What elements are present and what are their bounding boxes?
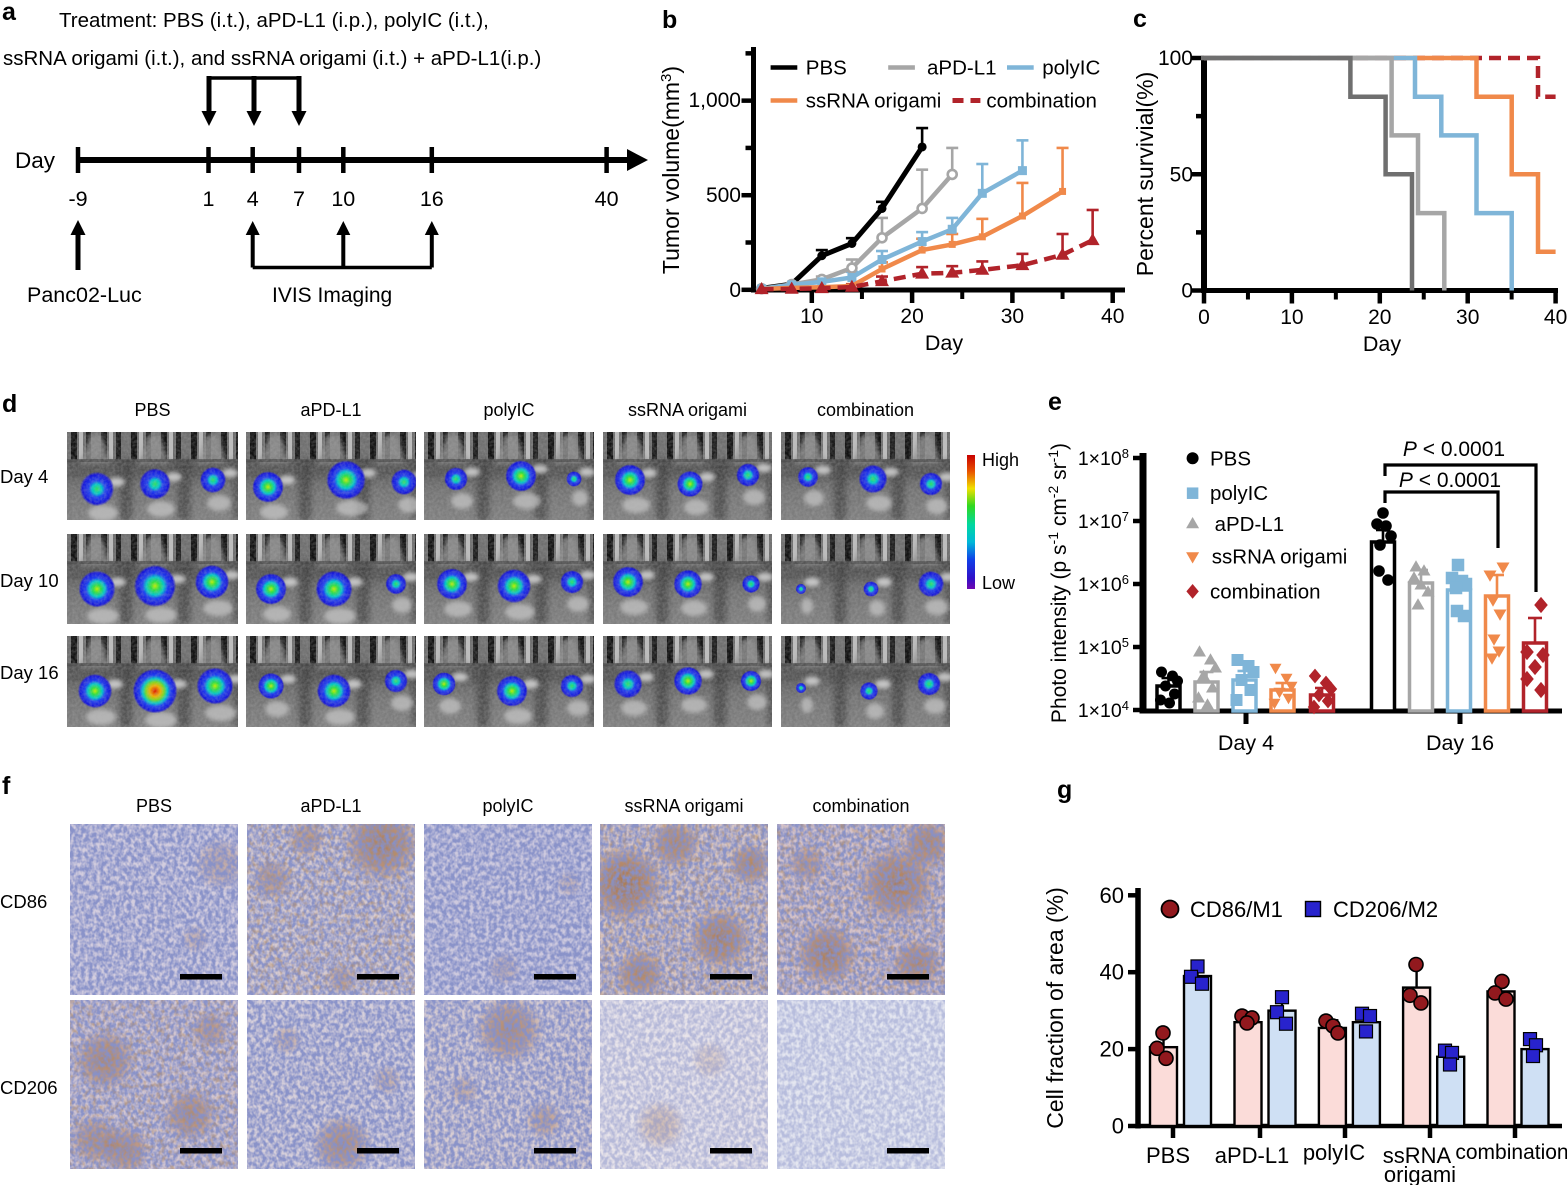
svg-text:Photo intensity (p s-1 cm-2 sr: Photo intensity (p s-1 cm-2 sr-1): [1045, 443, 1071, 723]
svg-text:40: 40: [1101, 305, 1124, 328]
svg-text:polyIC: polyIC: [482, 796, 533, 816]
svg-text:500: 500: [706, 184, 741, 207]
svg-text:aPD-L1: aPD-L1: [300, 400, 361, 420]
svg-text:Day: Day: [1363, 332, 1401, 356]
svg-text:PBS: PBS: [1210, 448, 1251, 471]
svg-text:1×105: 1×105: [1078, 635, 1129, 659]
svg-text:100: 100: [1158, 47, 1193, 70]
svg-text:c: c: [1133, 5, 1147, 33]
svg-text:g: g: [1057, 776, 1072, 804]
svg-text:Day 16: Day 16: [1426, 731, 1494, 755]
svg-text:16: 16: [420, 187, 444, 211]
svg-text:30: 30: [1001, 305, 1024, 328]
svg-text:combination: combination: [986, 90, 1097, 113]
svg-text:1,000: 1,000: [688, 89, 741, 112]
svg-text:Day 4: Day 4: [1218, 731, 1274, 755]
svg-text:60: 60: [1100, 883, 1124, 908]
svg-text:ssRNA origami: ssRNA origami: [806, 90, 942, 113]
svg-text:b: b: [662, 6, 677, 34]
svg-text:0: 0: [1198, 306, 1210, 329]
svg-text:combination: combination: [1210, 580, 1321, 603]
svg-text:1×104: 1×104: [1078, 698, 1129, 722]
svg-text:CD206: CD206: [0, 1077, 58, 1098]
svg-text:polyIC: polyIC: [1303, 1140, 1365, 1165]
svg-text:30: 30: [1456, 306, 1479, 329]
svg-text:ssRNA origami: ssRNA origami: [628, 400, 747, 420]
svg-text:0: 0: [1112, 1114, 1124, 1139]
svg-text:Day: Day: [15, 148, 56, 173]
svg-text:Day 4: Day 4: [0, 466, 48, 487]
svg-text:polyIC: polyIC: [483, 400, 534, 420]
svg-text:Cell fraction of area (%): Cell fraction of area (%): [1042, 887, 1068, 1129]
svg-text:PBS: PBS: [806, 57, 847, 80]
svg-text:aPD-L1: aPD-L1: [927, 57, 997, 80]
svg-text:Tumor volume(mm3): Tumor volume(mm3): [658, 66, 684, 274]
svg-text:origami: origami: [1384, 1162, 1456, 1185]
svg-text:0: 0: [1181, 280, 1193, 303]
svg-text:ssRNA origami: ssRNA origami: [1212, 546, 1348, 569]
svg-text:polyIC: polyIC: [1210, 482, 1268, 505]
svg-text:Day: Day: [925, 331, 963, 355]
svg-text:1: 1: [203, 187, 215, 211]
svg-text:10: 10: [331, 187, 355, 211]
svg-text:4: 4: [247, 187, 259, 211]
svg-text:7: 7: [293, 187, 305, 211]
svg-text:combination: combination: [1455, 1141, 1567, 1164]
svg-text:CD86: CD86: [0, 891, 47, 912]
svg-text:20: 20: [1368, 306, 1391, 329]
svg-text:Panc02-Luc: Panc02-Luc: [27, 283, 142, 307]
svg-text:P < 0.0001: P < 0.0001: [1403, 438, 1505, 461]
svg-text:e: e: [1048, 388, 1062, 416]
svg-text:CD206/M2: CD206/M2: [1333, 897, 1438, 922]
svg-text:0: 0: [729, 279, 741, 302]
svg-text:1×107: 1×107: [1078, 509, 1129, 533]
svg-text:d: d: [2, 390, 17, 418]
svg-text:aPD-L1: aPD-L1: [300, 796, 361, 816]
svg-text:f: f: [2, 772, 11, 800]
svg-text:-9: -9: [68, 187, 87, 211]
svg-text:PBS: PBS: [134, 400, 170, 420]
svg-text:10: 10: [800, 305, 823, 328]
svg-text:IVIS Imaging: IVIS Imaging: [272, 284, 392, 307]
svg-text:40: 40: [1100, 960, 1124, 985]
svg-text:Low: Low: [982, 573, 1016, 593]
svg-text:PBS: PBS: [136, 796, 172, 816]
svg-text:P < 0.0001: P < 0.0001: [1399, 469, 1501, 492]
svg-text:40: 40: [595, 187, 619, 211]
svg-text:aPD-L1: aPD-L1: [1215, 513, 1285, 536]
svg-text:50: 50: [1170, 164, 1193, 187]
svg-text:High: High: [982, 450, 1019, 470]
svg-text:ssRNA origami: ssRNA origami: [624, 796, 743, 816]
svg-text:a: a: [2, 0, 17, 26]
svg-text:1×108: 1×108: [1078, 446, 1129, 470]
svg-text:ssRNA: ssRNA: [1383, 1143, 1452, 1168]
svg-text:Day 16: Day 16: [0, 662, 59, 683]
svg-text:CD86/M1: CD86/M1: [1190, 897, 1283, 922]
svg-text:Treatment: PBS (i.t.), aPD-L1: Treatment: PBS (i.t.), aPD-L1 (i.p.), po…: [59, 9, 489, 32]
svg-text:combination: combination: [817, 400, 914, 420]
svg-text:Percent survivial(%): Percent survivial(%): [1132, 72, 1158, 277]
svg-text:40: 40: [1544, 306, 1567, 329]
svg-text:20: 20: [1100, 1037, 1124, 1062]
svg-text:combination: combination: [812, 796, 909, 816]
svg-text:aPD-L1: aPD-L1: [1215, 1143, 1290, 1168]
svg-text:Day 10: Day 10: [0, 570, 59, 591]
svg-text:ssRNA origami (i.t.), and ssRN: ssRNA origami (i.t.), and ssRNA origami …: [3, 47, 541, 70]
svg-text:PBS: PBS: [1146, 1143, 1190, 1168]
svg-text:20: 20: [900, 305, 923, 328]
svg-text:polyIC: polyIC: [1042, 57, 1100, 80]
svg-text:1×106: 1×106: [1078, 572, 1129, 596]
svg-text:10: 10: [1280, 306, 1303, 329]
